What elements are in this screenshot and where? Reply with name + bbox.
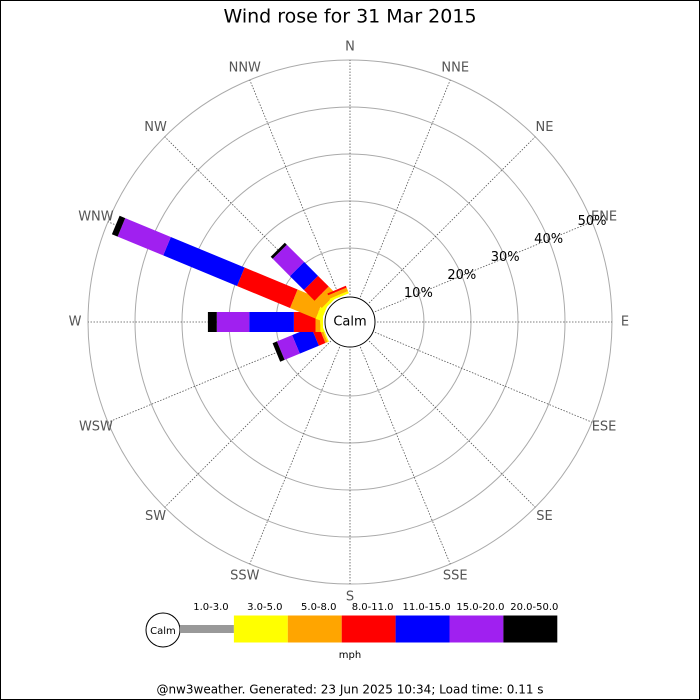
spoke: [249, 79, 341, 298]
tick-label: 30%: [491, 250, 520, 265]
spoke: [374, 221, 593, 313]
rose-segment: [163, 237, 245, 286]
spoke: [368, 136, 536, 304]
legend-label: 15.0-20.0: [456, 602, 504, 613]
legend-label: 5.0-8.0: [301, 602, 336, 613]
rose-segment: [293, 312, 316, 332]
grid-ring: [134, 106, 566, 538]
rose-segment: [237, 267, 298, 308]
units: mph: [339, 650, 361, 661]
tick-label: 10%: [404, 286, 433, 301]
rose-segment: [216, 312, 250, 332]
direction-label: WSW: [79, 420, 113, 435]
rose-segment: [270, 242, 287, 259]
direction-label: E: [621, 315, 629, 330]
direction-label: ESE: [592, 420, 617, 435]
legend-label: 3.0-5.0: [247, 602, 282, 613]
legend-swatch: [449, 615, 504, 643]
rose-segment: [111, 215, 126, 237]
footer: @nw3weather. Generated: 23 Jun 2025 10:3…: [156, 683, 543, 697]
rose-segment: [328, 287, 348, 299]
rose-segment: [276, 335, 300, 360]
spoke: [164, 340, 332, 508]
direction-label: ENE: [591, 209, 617, 224]
rose-segment: [327, 285, 347, 296]
legend-label: 11.0-15.0: [402, 602, 450, 613]
spoke: [359, 346, 451, 565]
direction-label: W: [69, 315, 82, 330]
direction-label: NNW: [229, 60, 261, 75]
legend-label: 1.0-3.0: [193, 602, 228, 613]
direction-label: S: [346, 590, 354, 605]
spoke: [374, 331, 593, 423]
rose-segment: [207, 312, 217, 332]
direction-label: SW: [145, 509, 166, 524]
calm-label: Calm: [333, 315, 366, 330]
tick-label: 20%: [447, 268, 476, 283]
rose-segment: [272, 244, 305, 277]
direction-label: NE: [535, 120, 553, 135]
spoke: [359, 79, 451, 298]
spoke: [249, 346, 341, 565]
legend-label: 20.0-50.0: [510, 602, 558, 613]
spoke: [368, 340, 536, 508]
legend-swatch: [503, 615, 558, 643]
tick-label: 40%: [534, 232, 563, 247]
rose-segment: [292, 327, 319, 354]
direction-label: SSW: [230, 569, 260, 584]
rose-segment: [289, 261, 318, 290]
direction-label: SSE: [443, 569, 468, 584]
chart-title: Wind rose for 31 Mar 2015: [223, 6, 476, 28]
direction-label: NW: [144, 120, 167, 135]
rose-segment: [329, 291, 349, 301]
legend-swatch: [287, 615, 342, 643]
rose-segment: [117, 218, 171, 256]
legend-swatch: [180, 625, 234, 633]
direction-label: N: [345, 40, 355, 55]
rose-segment: [303, 275, 329, 301]
calm-circle: [324, 296, 376, 348]
legend-swatch: [233, 615, 288, 643]
legend-label: 8.0-11.0: [352, 602, 394, 613]
legend-swatch: [341, 615, 396, 643]
legend-calm-label: Calm: [150, 626, 176, 637]
direction-label: SE: [536, 509, 552, 524]
rose-segment: [272, 341, 285, 362]
rose-segment: [249, 312, 294, 332]
legend-swatch: [395, 615, 450, 643]
tick-label: 50%: [578, 214, 607, 229]
direction-label: NNE: [441, 60, 469, 75]
rose-segment: [314, 286, 336, 308]
direction-label: WNW: [78, 209, 114, 224]
